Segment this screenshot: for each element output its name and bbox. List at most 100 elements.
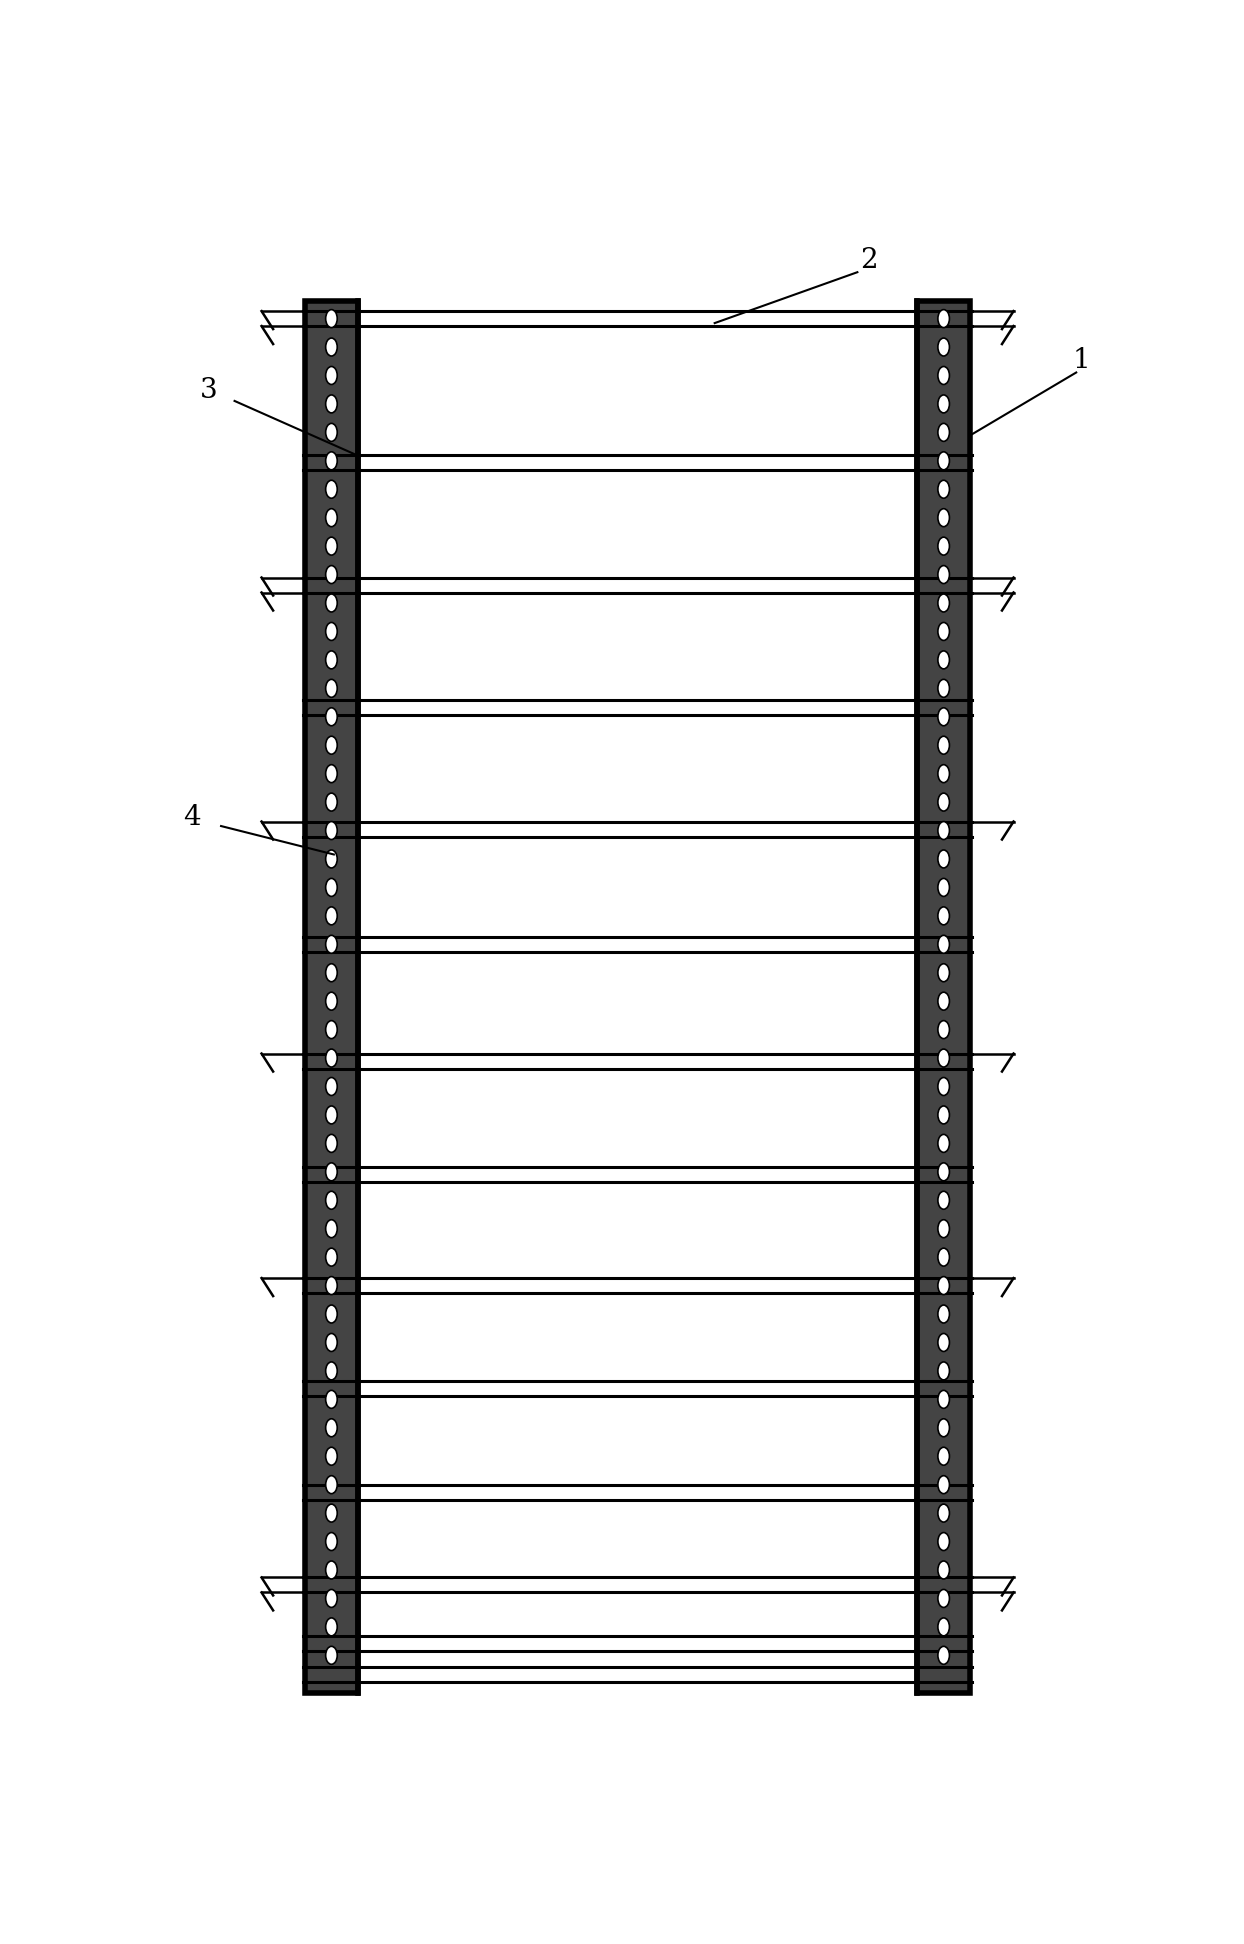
Circle shape xyxy=(938,424,949,441)
Circle shape xyxy=(326,1446,337,1466)
Circle shape xyxy=(938,451,949,470)
Circle shape xyxy=(938,1446,949,1466)
Circle shape xyxy=(326,1532,337,1551)
Circle shape xyxy=(938,1590,949,1608)
Circle shape xyxy=(326,367,337,385)
Circle shape xyxy=(938,1304,949,1324)
Circle shape xyxy=(938,1219,949,1238)
Circle shape xyxy=(326,537,337,556)
Circle shape xyxy=(938,1334,949,1351)
Circle shape xyxy=(326,309,337,329)
Circle shape xyxy=(326,764,337,783)
Circle shape xyxy=(938,566,949,583)
Circle shape xyxy=(938,822,949,840)
Circle shape xyxy=(326,1304,337,1324)
Circle shape xyxy=(326,1106,337,1124)
Circle shape xyxy=(326,1419,337,1437)
Circle shape xyxy=(938,908,949,925)
Circle shape xyxy=(938,737,949,754)
Circle shape xyxy=(938,991,949,1011)
Circle shape xyxy=(326,595,337,612)
Circle shape xyxy=(938,1532,949,1551)
Bar xyxy=(917,301,970,1693)
Circle shape xyxy=(326,991,337,1011)
Circle shape xyxy=(326,338,337,356)
Circle shape xyxy=(938,1021,949,1038)
Circle shape xyxy=(326,1135,337,1153)
Circle shape xyxy=(938,1561,949,1579)
Circle shape xyxy=(938,651,949,669)
Circle shape xyxy=(326,1021,337,1038)
Circle shape xyxy=(326,622,337,640)
Bar xyxy=(305,301,358,1693)
Circle shape xyxy=(938,935,949,953)
Circle shape xyxy=(326,793,337,811)
Circle shape xyxy=(938,338,949,356)
Circle shape xyxy=(938,480,949,498)
Circle shape xyxy=(938,537,949,556)
Circle shape xyxy=(938,1617,949,1635)
Circle shape xyxy=(326,1192,337,1209)
Circle shape xyxy=(938,764,949,783)
Circle shape xyxy=(938,509,949,527)
Circle shape xyxy=(938,1647,949,1664)
Circle shape xyxy=(326,1561,337,1579)
Circle shape xyxy=(938,879,949,896)
Circle shape xyxy=(938,708,949,725)
Circle shape xyxy=(326,708,337,725)
Circle shape xyxy=(938,622,949,640)
Circle shape xyxy=(326,1219,337,1238)
Circle shape xyxy=(326,424,337,441)
Circle shape xyxy=(938,309,949,329)
Circle shape xyxy=(326,1617,337,1635)
Text: 1: 1 xyxy=(1072,348,1090,373)
Circle shape xyxy=(326,1334,337,1351)
Circle shape xyxy=(938,793,949,811)
Circle shape xyxy=(326,1363,337,1380)
Circle shape xyxy=(326,737,337,754)
Circle shape xyxy=(938,964,949,982)
Circle shape xyxy=(938,1106,949,1124)
Circle shape xyxy=(938,1050,949,1067)
Circle shape xyxy=(938,1277,949,1295)
Circle shape xyxy=(326,908,337,925)
Circle shape xyxy=(938,1475,949,1493)
Circle shape xyxy=(326,395,337,412)
Circle shape xyxy=(326,678,337,698)
Circle shape xyxy=(326,964,337,982)
Circle shape xyxy=(326,1475,337,1493)
Circle shape xyxy=(326,879,337,896)
Circle shape xyxy=(326,1163,337,1180)
Circle shape xyxy=(326,509,337,527)
Circle shape xyxy=(326,1277,337,1295)
Circle shape xyxy=(938,367,949,385)
Text: 2: 2 xyxy=(860,247,878,274)
Circle shape xyxy=(326,1248,337,1266)
Circle shape xyxy=(326,1050,337,1067)
Circle shape xyxy=(326,480,337,498)
Circle shape xyxy=(938,1390,949,1407)
Circle shape xyxy=(938,1248,949,1266)
Circle shape xyxy=(938,1163,949,1180)
Circle shape xyxy=(326,1647,337,1664)
Circle shape xyxy=(326,651,337,669)
Circle shape xyxy=(326,566,337,583)
Circle shape xyxy=(326,1077,337,1096)
Circle shape xyxy=(938,1192,949,1209)
Circle shape xyxy=(326,1590,337,1608)
Circle shape xyxy=(326,935,337,953)
Text: 4: 4 xyxy=(183,803,202,830)
Circle shape xyxy=(938,1419,949,1437)
Circle shape xyxy=(938,1363,949,1380)
Circle shape xyxy=(326,1390,337,1407)
Circle shape xyxy=(938,1505,949,1522)
Circle shape xyxy=(938,1077,949,1096)
Circle shape xyxy=(326,850,337,867)
Circle shape xyxy=(938,678,949,698)
Circle shape xyxy=(938,1135,949,1153)
Text: 3: 3 xyxy=(200,377,218,404)
Circle shape xyxy=(938,850,949,867)
Circle shape xyxy=(938,395,949,412)
Circle shape xyxy=(326,1505,337,1522)
Circle shape xyxy=(326,822,337,840)
